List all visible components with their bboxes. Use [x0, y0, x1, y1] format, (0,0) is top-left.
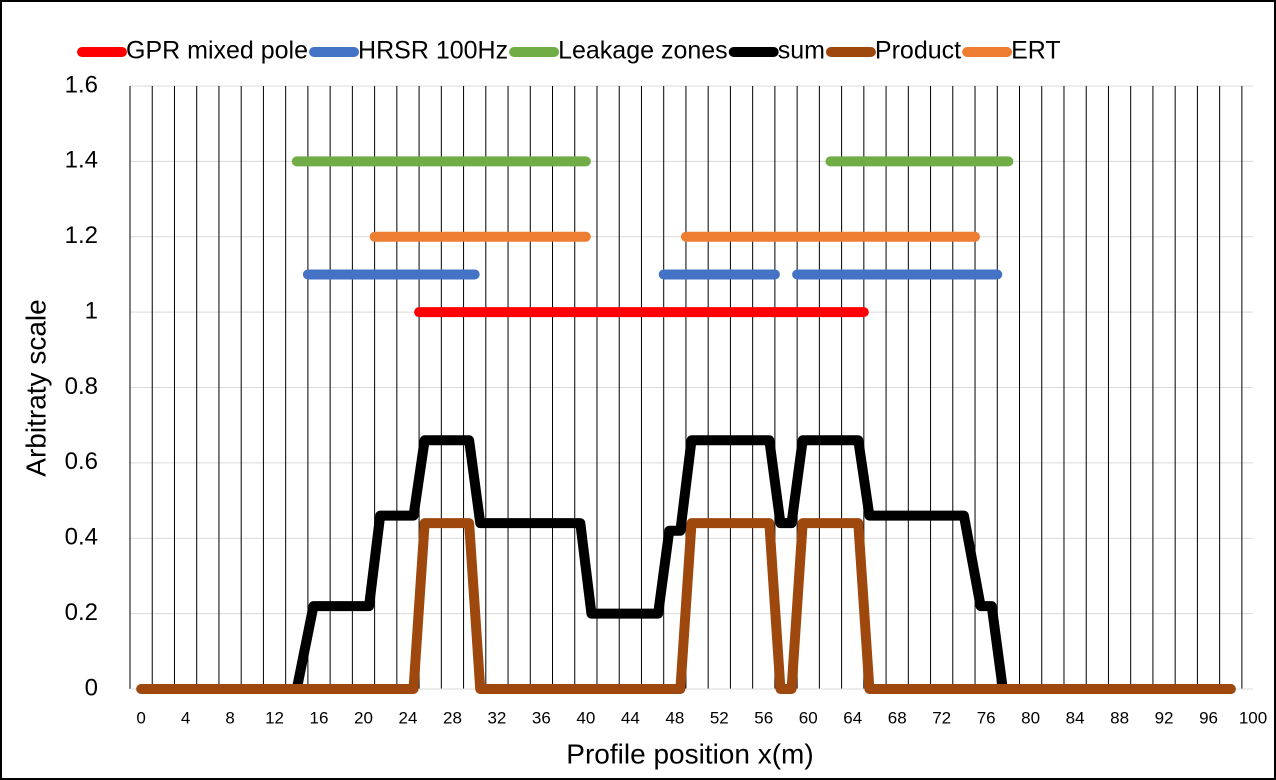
x-tick-label: 64 [843, 708, 862, 727]
y-tick-label: 0.4 [65, 524, 98, 551]
x-tick-label: 24 [399, 708, 418, 727]
x-tick-label: 56 [754, 708, 773, 727]
x-tick-label: 52 [710, 708, 729, 727]
x-tick-label: 4 [181, 708, 190, 727]
x-tick-label: 32 [487, 708, 506, 727]
x-tick-label: 68 [888, 708, 907, 727]
x-tick-label: 12 [265, 708, 284, 727]
x-tick-label: 92 [1155, 708, 1174, 727]
x-tick-label: 88 [1110, 708, 1129, 727]
y-tick-label: 1.2 [65, 222, 98, 249]
x-tick-label: 28 [443, 708, 462, 727]
legend-label: sum [778, 37, 825, 65]
x-tick-label: 16 [310, 708, 329, 727]
legend-label: Product [875, 37, 961, 65]
y-tick-label: 1.4 [65, 147, 98, 174]
x-tick-label: 48 [665, 708, 684, 727]
x-tick-label: 40 [576, 708, 595, 727]
series-line [136, 518, 1236, 694]
x-tick-label: 80 [1021, 708, 1040, 727]
y-tick-label: 0.8 [65, 373, 98, 400]
x-tick-label: 96 [1199, 708, 1218, 727]
x-tick-label: 100 [1239, 708, 1267, 727]
x-tick-label: 76 [977, 708, 996, 727]
x-tick-label: 8 [225, 708, 234, 727]
y-tick-label: 0.2 [65, 599, 98, 626]
x-tick-label: 20 [354, 708, 373, 727]
legend-label: Leakage zones [558, 37, 728, 65]
y-tick-label: 0.6 [65, 448, 98, 475]
x-tick-label: 84 [1066, 708, 1085, 727]
legend-label: GPR mixed pole [126, 37, 308, 65]
y-tick-label: 1 [85, 297, 98, 324]
x-tick-label: 36 [532, 708, 551, 727]
y-tick-label: 0 [85, 674, 98, 701]
x-tick-label: 0 [136, 708, 145, 727]
y-axis-title: Arbitraty scale [20, 299, 51, 476]
y-tick-label: 1.6 [65, 71, 98, 98]
series-line [291, 435, 1236, 694]
legend-label: HRSR 100Hz [358, 37, 508, 65]
x-tick-label: 44 [621, 708, 640, 727]
x-tick-label: 60 [799, 708, 818, 727]
x-axis-title: Profile position x(m) [566, 738, 813, 769]
legend-label: ERT [1011, 37, 1061, 65]
x-tick-label: 72 [932, 708, 951, 727]
